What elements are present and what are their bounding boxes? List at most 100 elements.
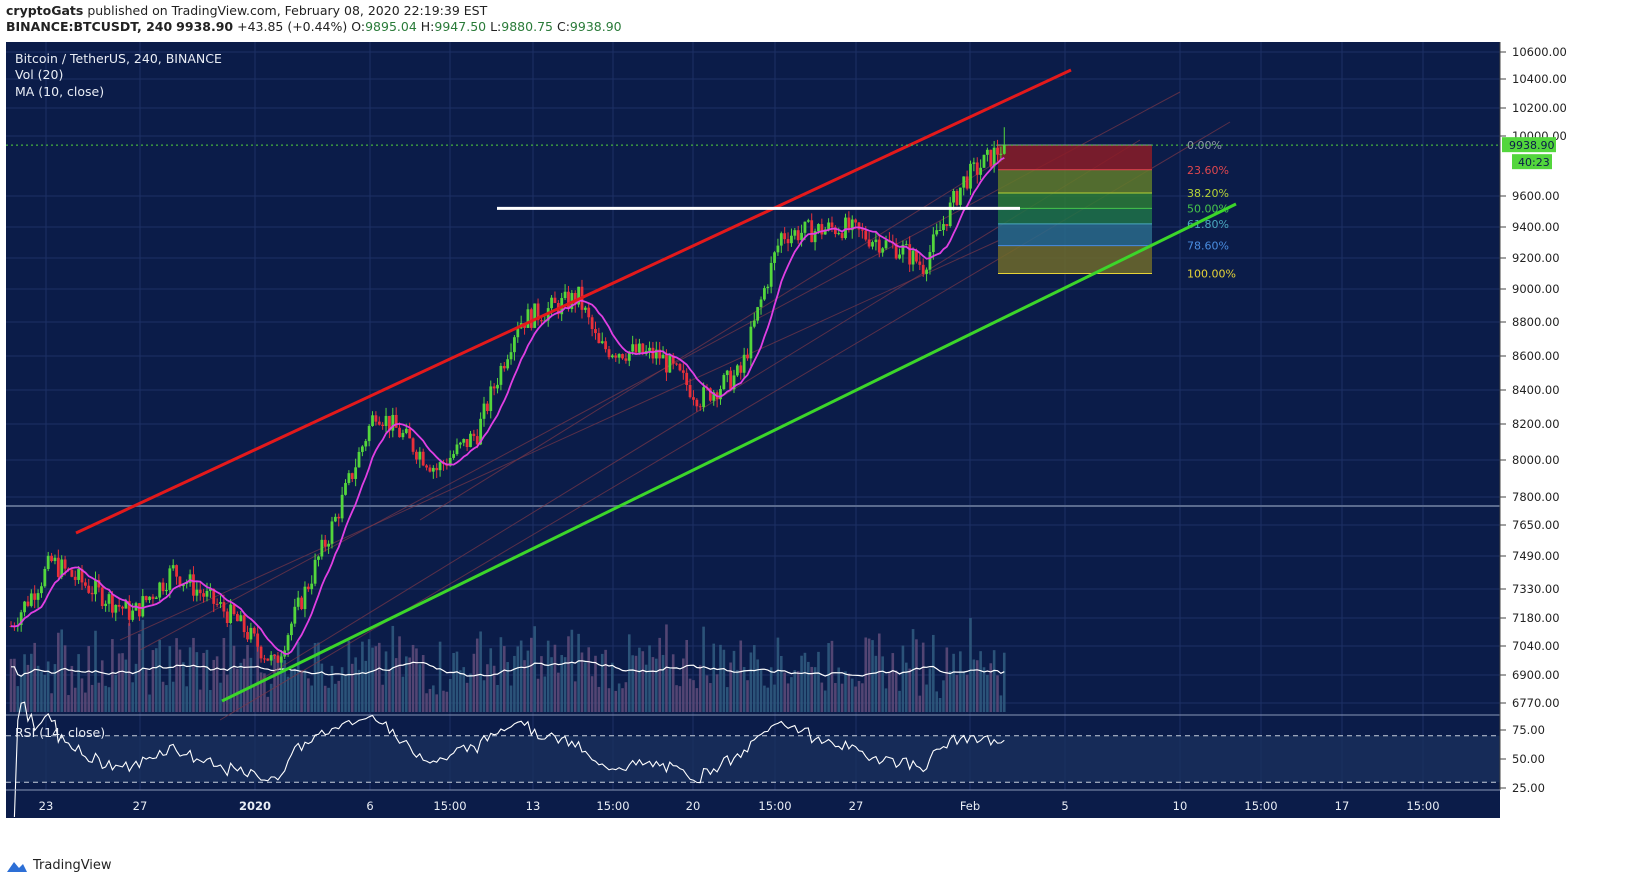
price-axis[interactable]: 10600.0010400.0010200.0010000.009600.009… bbox=[1499, 42, 1567, 795]
volume-bar bbox=[394, 658, 398, 712]
candle-body bbox=[219, 602, 222, 604]
volume-bar bbox=[374, 646, 378, 712]
candle-body bbox=[485, 403, 489, 412]
fibonacci-retracement[interactable]: 0.00%23.60%38.20%50.00%61.80%78.60%100.0… bbox=[998, 139, 1236, 281]
symbol-label: BINANCE:BTCUSDT, 240 bbox=[6, 19, 173, 34]
candle-body bbox=[333, 516, 337, 522]
candle-body bbox=[958, 187, 962, 205]
volume-bar bbox=[715, 674, 719, 712]
volume-bar bbox=[499, 637, 503, 712]
volume-legend: Vol (20) bbox=[15, 67, 64, 82]
price-tick-label: 10400.00 bbox=[1512, 72, 1567, 86]
volume-bar bbox=[989, 663, 993, 712]
candle-body bbox=[232, 604, 236, 615]
volume-bar bbox=[634, 655, 638, 712]
trendlines[interactable] bbox=[6, 68, 1500, 703]
volume-bar bbox=[148, 694, 151, 712]
candle-body bbox=[631, 344, 635, 352]
volume-bar bbox=[23, 654, 26, 712]
candle-body bbox=[928, 252, 932, 270]
volume-bar bbox=[996, 675, 999, 712]
volume-bar bbox=[942, 680, 945, 712]
candle-body bbox=[489, 386, 493, 412]
volume-bar bbox=[546, 640, 550, 712]
candle-body bbox=[563, 291, 567, 299]
volume-bar bbox=[793, 670, 797, 712]
candle-body bbox=[266, 658, 270, 661]
volume-bar bbox=[350, 663, 354, 712]
candle-body bbox=[290, 623, 293, 636]
volume-bar bbox=[861, 683, 864, 712]
candle-body bbox=[847, 217, 851, 231]
volume-bars bbox=[9, 617, 1006, 712]
volume-bar bbox=[702, 626, 705, 712]
fib-level-label: 78.60% bbox=[1187, 240, 1229, 253]
volume-bar bbox=[594, 655, 597, 712]
candle-body bbox=[790, 235, 793, 244]
candle-body bbox=[884, 240, 888, 249]
volume-bar bbox=[459, 670, 462, 712]
volume-bar bbox=[330, 665, 334, 712]
candle-body bbox=[50, 555, 53, 562]
candle-body bbox=[732, 375, 736, 390]
volume-bar bbox=[60, 629, 64, 712]
high-label: H: bbox=[420, 19, 435, 34]
time-axis[interactable]: 23 27 2020 6 15:00 13 15:00 20 15:00 27 Feb 5 10 15:0… bbox=[6, 789, 1500, 813]
volume-bar bbox=[100, 660, 104, 712]
volume-bar bbox=[188, 647, 192, 712]
volume-bar bbox=[658, 637, 661, 712]
candle-body bbox=[624, 358, 628, 361]
volume-bar bbox=[111, 639, 114, 712]
volume-bar bbox=[337, 680, 341, 712]
volume-bar bbox=[908, 668, 911, 712]
last-price-tag-label: 9938.90 bbox=[1509, 139, 1555, 152]
volume-bar bbox=[472, 653, 476, 712]
footer-brand[interactable]: TradingView bbox=[6, 858, 112, 873]
volume-bar bbox=[621, 688, 624, 712]
close-value: 9938.90 bbox=[569, 19, 622, 34]
candle-body bbox=[550, 297, 553, 309]
price-tick-label: 7650.00 bbox=[1512, 518, 1560, 532]
countdown-label: 40:23 bbox=[1518, 156, 1550, 169]
candle-body bbox=[458, 442, 462, 445]
candle-body bbox=[357, 451, 361, 468]
volume-bar bbox=[641, 651, 645, 712]
volume-bar bbox=[540, 656, 543, 712]
volume-bar bbox=[178, 649, 182, 712]
volume-bar bbox=[496, 684, 499, 712]
volume-bar bbox=[425, 693, 428, 712]
candle-body bbox=[982, 154, 986, 168]
publisher-name[interactable]: cryptoGats bbox=[6, 3, 84, 18]
candle-body bbox=[141, 596, 145, 617]
volume-bar bbox=[236, 668, 239, 712]
candle-body bbox=[80, 568, 84, 583]
volume-bar bbox=[796, 671, 800, 712]
volume-bar bbox=[418, 664, 422, 712]
candle-body bbox=[675, 363, 678, 365]
candle-body bbox=[293, 606, 297, 624]
time-tick-label: 6 bbox=[366, 799, 373, 813]
volume-bar bbox=[587, 647, 591, 712]
volume-bar bbox=[320, 663, 324, 712]
volume-bar bbox=[489, 648, 493, 712]
price-tick-label: 9400.00 bbox=[1512, 220, 1560, 234]
volume-bar bbox=[759, 669, 763, 712]
candle-body bbox=[796, 230, 800, 241]
candle-body bbox=[472, 433, 476, 437]
candle-body bbox=[844, 217, 847, 239]
price-tick-label: 9600.00 bbox=[1512, 189, 1560, 203]
candle-body bbox=[972, 162, 976, 164]
candle-body bbox=[516, 328, 520, 338]
volume-bar bbox=[114, 675, 118, 712]
volume-bar bbox=[124, 659, 128, 712]
volume-bar bbox=[992, 650, 996, 712]
volume-bar bbox=[502, 646, 506, 712]
volume-bar bbox=[509, 685, 513, 712]
candle-body bbox=[590, 317, 594, 330]
volume-bar bbox=[401, 676, 405, 712]
volume-bar bbox=[43, 674, 47, 712]
volume-bar bbox=[205, 649, 209, 712]
volume-bar bbox=[36, 665, 40, 712]
volume-bar bbox=[624, 682, 628, 712]
